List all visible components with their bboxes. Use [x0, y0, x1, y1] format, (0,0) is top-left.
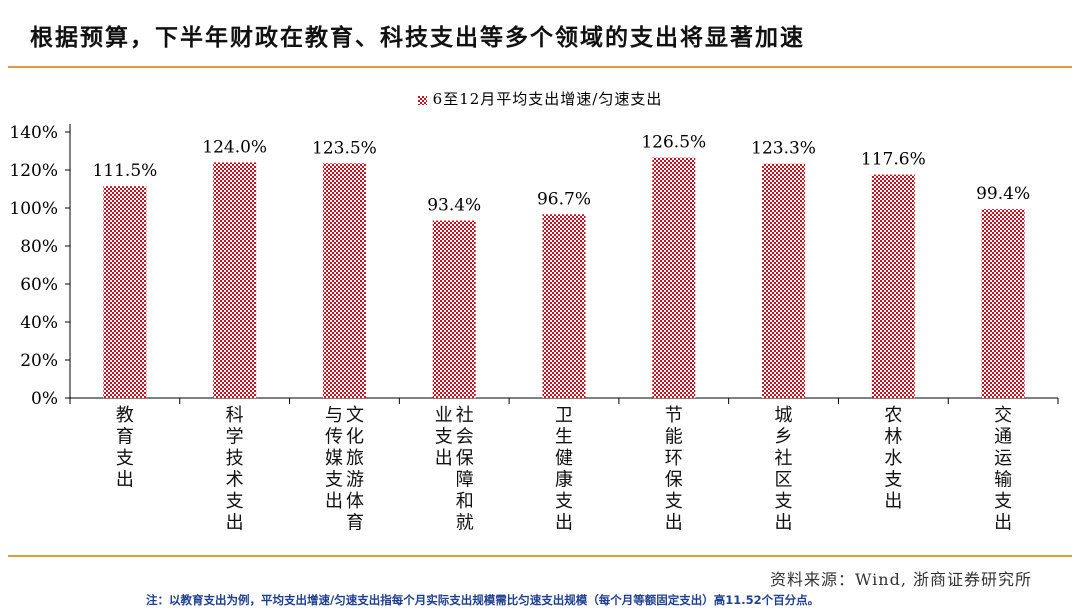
footnote: 注：以教育支出为例，平均支出增速/匀速支出指每个月实际支出规模需比匀速支出规模（…	[146, 593, 820, 607]
y-tick-label: 100%	[9, 199, 58, 219]
x-category-label: 业支出	[435, 405, 453, 469]
y-tick-label: 40%	[20, 313, 58, 333]
data-label: 111.5%	[92, 161, 157, 181]
bar	[432, 220, 476, 398]
x-category-label: 城乡社区支出	[775, 405, 793, 534]
data-label: 123.5%	[312, 138, 377, 158]
y-tick-label: 120%	[9, 161, 58, 181]
x-category-label: 教育支出	[116, 405, 134, 491]
top-divider	[8, 66, 1072, 68]
bar	[652, 157, 696, 398]
data-label: 99.4%	[976, 184, 1030, 204]
bottom-divider	[8, 555, 1072, 557]
x-category-label: 文化旅游体育	[346, 405, 364, 534]
bar	[762, 163, 806, 398]
bar	[981, 209, 1025, 398]
data-label: 126.5%	[641, 133, 706, 153]
data-label: 117.6%	[861, 150, 926, 170]
bar	[213, 162, 257, 398]
x-category-label: 科学技术支出	[226, 405, 244, 534]
data-label: 93.4%	[427, 196, 481, 216]
x-category-label: 农林水支出	[884, 405, 902, 512]
x-category-label: 节能环保支出	[665, 405, 683, 534]
y-tick-label: 80%	[20, 237, 58, 257]
source-text: 资料来源：Wind, 浙商证券研究所	[769, 570, 1032, 589]
y-tick-label: 60%	[20, 275, 58, 295]
data-label: 123.3%	[751, 139, 816, 159]
bar-chart: 0% 20% 40% 60% 80% 100% 120% 140% 111.5% 教育支出 124.…	[9, 123, 1059, 534]
y-tick-label: 20%	[20, 351, 58, 371]
y-tick-label: 0%	[31, 389, 58, 409]
bar	[322, 163, 366, 398]
x-category-label: 交通运输支出	[994, 405, 1012, 534]
bar	[542, 214, 586, 398]
x-category-label: 社会保障和就	[456, 405, 474, 534]
legend: 6至12月平均支出增速/匀速支出	[0, 88, 1080, 109]
data-label: 124.0%	[202, 137, 267, 157]
bar	[103, 186, 147, 398]
x-category-label: 与传媒支出	[325, 405, 343, 512]
y-tick-label: 140%	[9, 123, 58, 143]
data-label: 96.7%	[537, 189, 591, 209]
chart-title: 根据预算，下半年财政在教育、科技支出等多个领域的支出将显著加速	[30, 25, 805, 51]
legend-swatch	[417, 95, 427, 105]
legend-label: 6至12月平均支出增速/匀速支出	[432, 90, 663, 108]
bar	[871, 174, 915, 398]
x-category-label: 卫生健康支出	[555, 405, 573, 534]
